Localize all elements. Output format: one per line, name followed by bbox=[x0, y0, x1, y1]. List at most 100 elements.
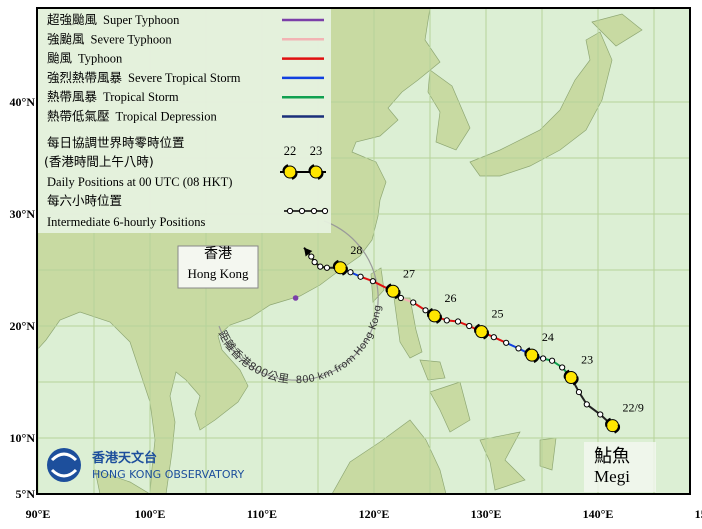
legend-zh: 強颱風 bbox=[47, 31, 85, 46]
daily-position-swirl bbox=[426, 308, 442, 324]
hk-label-en: Hong Kong bbox=[187, 266, 249, 281]
six-hourly-position bbox=[311, 259, 318, 266]
day-label: 24 bbox=[542, 330, 554, 344]
lon-tick-label: 140°E bbox=[583, 507, 614, 521]
legend-en: Severe Typhoon bbox=[91, 32, 173, 46]
daily-position-swirl bbox=[385, 283, 401, 300]
daily-position bbox=[385, 283, 401, 300]
legend-sample-day: 22 bbox=[284, 144, 297, 158]
lon-tick-label: 110°E bbox=[247, 507, 277, 521]
legend-en: Typhoon bbox=[78, 52, 123, 66]
daily-position-swirl bbox=[563, 369, 579, 386]
logo-zh: 香港天文台 bbox=[91, 450, 157, 466]
daily-position-swirl bbox=[332, 259, 348, 276]
legend-zh: 颱風 bbox=[47, 51, 73, 66]
legend-en: Tropical Storm bbox=[103, 90, 179, 104]
six-hourly-position bbox=[357, 273, 364, 280]
daily-position-swirl bbox=[282, 164, 298, 180]
legend-zh: 熱帶風暴 bbox=[47, 89, 98, 104]
lon-tick-label: 130°E bbox=[471, 507, 502, 521]
legend-six-dot bbox=[298, 207, 306, 215]
day-label: 27 bbox=[403, 266, 415, 280]
six-hourly-position bbox=[369, 278, 376, 285]
lat-tick-label: 10°N bbox=[10, 431, 36, 445]
daily-position-swirl bbox=[474, 323, 490, 340]
lon-tick-label: 150°E bbox=[695, 507, 702, 521]
daily-position-symbol bbox=[606, 419, 620, 433]
six-hourly-position bbox=[597, 411, 604, 418]
six-hourly-position bbox=[347, 269, 354, 276]
storm-name-en: Megi bbox=[594, 467, 630, 486]
six-hourly-position bbox=[515, 345, 522, 352]
daily-position-swirl bbox=[308, 164, 324, 180]
daily-position-swirl bbox=[605, 417, 621, 434]
daily-position bbox=[474, 323, 490, 340]
legend-six-dot bbox=[286, 207, 294, 215]
daily-position bbox=[605, 417, 621, 434]
six-hourly-position bbox=[410, 299, 417, 306]
legend-daily-zh: 每日協調世界時零時位置 bbox=[47, 135, 185, 150]
map-frame bbox=[36, 7, 691, 495]
six-hourly-position bbox=[323, 264, 331, 271]
legend-box bbox=[37, 8, 331, 233]
hong-kong-marker bbox=[292, 295, 299, 301]
radius-circle bbox=[218, 220, 379, 381]
daily-position-symbol bbox=[309, 165, 323, 179]
six-hourly-position bbox=[443, 317, 450, 324]
daily-position-symbol bbox=[283, 165, 297, 179]
daily-position-symbol bbox=[525, 348, 539, 362]
lon-tick-label: 120°E bbox=[359, 507, 390, 521]
logo-emblem-mark bbox=[50, 452, 78, 478]
six-hourly-position bbox=[575, 388, 583, 396]
axes: 90°E 100°E 110°E 120°E 130°E 140°E 150°E 40°N 30… bbox=[10, 95, 702, 521]
six-hourly-position bbox=[397, 294, 404, 302]
legend-six-zh: 每六小時位置 bbox=[47, 193, 122, 208]
daily-position bbox=[524, 347, 540, 364]
six-hourly-position bbox=[308, 253, 315, 260]
daily-position-symbol bbox=[427, 309, 441, 323]
lon-tick-label: 90°E bbox=[26, 507, 51, 521]
six-hourly-position bbox=[490, 334, 497, 341]
six-hourly-position bbox=[466, 322, 473, 330]
six-hourly-position bbox=[583, 401, 590, 408]
logo-en: HONG KONG OBSERVATORY bbox=[92, 468, 244, 481]
daily-position-swirl bbox=[524, 347, 540, 364]
lat-tick-label: 20°N bbox=[10, 319, 36, 333]
lon-tick-label: 100°E bbox=[135, 507, 166, 521]
daily-position-symbol bbox=[475, 325, 489, 339]
daily-position-symbol bbox=[333, 261, 347, 275]
legend-daily-zh2: (香港時間上午八時) bbox=[44, 154, 154, 169]
day-label: 23 bbox=[581, 353, 593, 367]
hk-label-zh: 香港 bbox=[204, 246, 232, 262]
legend-daily-en: Daily Positions at 00 UTC (08 HKT) bbox=[47, 175, 232, 189]
daily-position-symbol bbox=[564, 371, 578, 385]
legend-six-dot bbox=[321, 207, 329, 215]
legend-zh: 熱帶低氣壓 bbox=[47, 109, 110, 124]
hk-label-box bbox=[177, 245, 259, 289]
six-hourly-position bbox=[422, 307, 429, 314]
lat-tick-label: 5°N bbox=[16, 487, 36, 501]
legend-en: Tropical Depression bbox=[116, 110, 218, 124]
legend-en: Severe Tropical Storm bbox=[128, 71, 241, 85]
six-hourly-position bbox=[559, 364, 566, 371]
day-label: 25 bbox=[492, 307, 504, 321]
storm-name-box bbox=[584, 442, 656, 492]
map-body: 距離香港800公里 800 km from Hong Kong 22/92324… bbox=[37, 8, 690, 494]
storm-name-zh: 鮎魚 bbox=[594, 446, 630, 466]
daily-position bbox=[563, 369, 579, 386]
legend-sample-day: 23 bbox=[310, 144, 323, 158]
logo: 香港天文台 HONG KONG OBSERVATORY bbox=[47, 448, 244, 482]
lat-tick-label: 40°N bbox=[10, 95, 36, 109]
six-hourly-position bbox=[548, 357, 556, 364]
daily-position bbox=[332, 259, 348, 276]
legend-six-en: Intermediate 6-hourly Positions bbox=[47, 215, 205, 229]
day-label: 22/9 bbox=[623, 401, 644, 415]
daily-position bbox=[308, 164, 324, 180]
legend-zh: 超強颱風 bbox=[47, 12, 98, 27]
daily-position bbox=[426, 308, 442, 324]
day-label: 28 bbox=[350, 243, 362, 257]
legend: 超強颱風 Super Typhoon 強颱風 Severe Typhoon 颱風 Typh… bbox=[44, 12, 329, 229]
daily-position bbox=[282, 164, 298, 180]
track: 22/9 23 24 25 26 27 28 bbox=[292, 243, 644, 434]
